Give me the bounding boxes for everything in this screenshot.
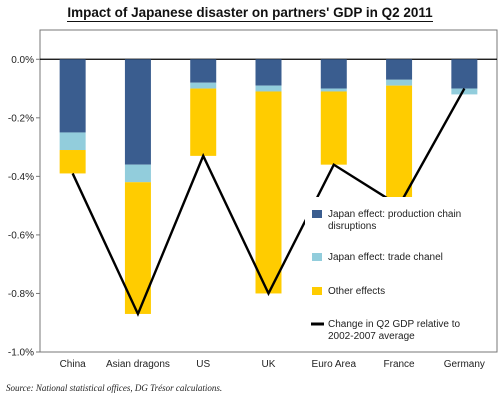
x-tick-label: UK (262, 359, 276, 370)
x-tick-label: France (384, 359, 416, 370)
y-tick-label: -1.0% (8, 348, 34, 359)
legend-swatch (312, 287, 322, 295)
chart-title: Impact of Japanese disaster on partners'… (67, 5, 433, 22)
plot-frame (39, 29, 498, 353)
bar-segment (59, 59, 86, 133)
legend-swatch (312, 210, 322, 218)
source-note: Source: National statistical offices, DG… (6, 383, 223, 393)
bar-segment (451, 59, 478, 89)
bar-segment (386, 59, 413, 80)
bar-segment (124, 164, 151, 183)
bar-segment (59, 150, 86, 174)
legend-swatch (312, 253, 322, 261)
y-tick-label: -0.8% (8, 289, 34, 300)
bar-segment (190, 82, 217, 89)
y-tick-label: 0.0% (11, 55, 34, 66)
bar-segment (59, 132, 86, 151)
bar-segment (255, 91, 282, 294)
bar-segment (386, 85, 413, 206)
legend-label: Japan effect: trade chanel (328, 252, 443, 263)
legend-label: Change in Q2 GDP relative to 2002-2007 av… (328, 319, 461, 342)
x-tick-label: Euro Area (312, 359, 357, 370)
bar-segment (190, 88, 217, 156)
bar-segment (255, 59, 282, 86)
bar-segment (386, 79, 413, 86)
bar-segment (124, 59, 151, 165)
bar-segment (255, 85, 282, 92)
x-tick-label: China (60, 359, 87, 370)
x-tick-label: Asian dragons (106, 359, 170, 370)
bar-segment (320, 88, 347, 92)
legend-background (305, 197, 493, 347)
bar-segment (451, 88, 478, 95)
x-tick-label: Germany (444, 359, 485, 370)
y-tick-label: -0.2% (8, 113, 34, 124)
legend-label: Japan effect: production chain disruption… (328, 209, 461, 232)
y-tick-label: -0.4% (8, 172, 34, 183)
x-tick-label: US (196, 359, 210, 370)
legend-label: Other effects (328, 286, 385, 297)
bar-segment (320, 91, 347, 165)
bar-segment (320, 59, 347, 89)
bar-segment (190, 59, 217, 83)
y-tick-label: -0.6% (8, 230, 34, 241)
